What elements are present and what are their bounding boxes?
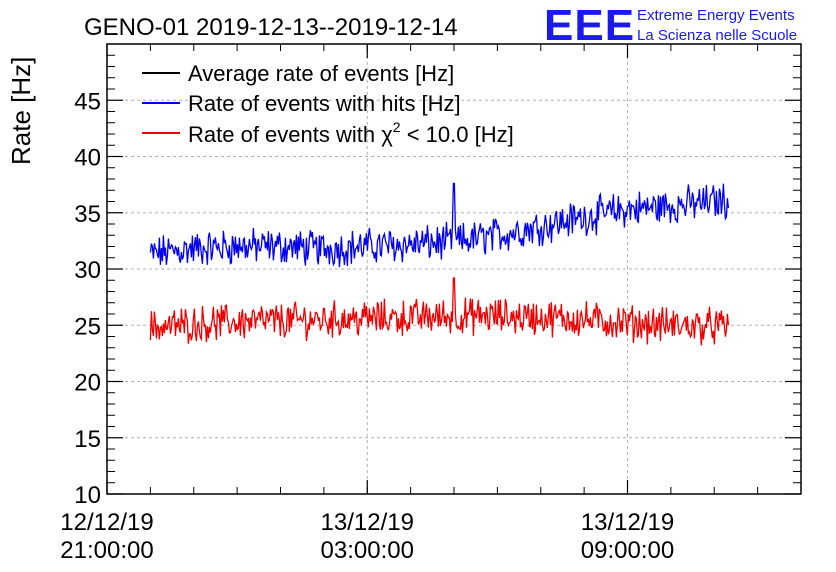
series-line-1 bbox=[149, 182, 730, 268]
x-tick-label-date: 13/12/19 bbox=[581, 509, 674, 536]
x-tick-label-time: 21:00:00 bbox=[60, 537, 153, 564]
logo-line-2: La Scienza nelle Scuole bbox=[637, 27, 797, 44]
series-group bbox=[149, 182, 730, 346]
legend-entry-hits: Rate of events with hits [Hz] bbox=[188, 91, 461, 116]
legend-entry-chi2: Rate of events with χ2 < 10.0 [Hz] bbox=[188, 119, 514, 147]
x-tick-label-time: 03:00:00 bbox=[321, 537, 414, 564]
x-tick-label-time: 09:00:00 bbox=[581, 537, 674, 564]
eee-logo: EEE bbox=[544, 1, 635, 50]
y-tick-label: 45 bbox=[74, 88, 101, 115]
y-tick-label: 20 bbox=[74, 370, 101, 397]
x-tick-label-date: 12/12/19 bbox=[60, 509, 153, 536]
x-tick-labels: 12/12/1921:00:0013/12/1903:00:0013/12/19… bbox=[60, 509, 674, 564]
series-line-2 bbox=[149, 277, 730, 346]
axis-ticks bbox=[106, 44, 802, 495]
logo-line-1: Extreme Energy Events bbox=[637, 7, 795, 24]
y-tick-label: 40 bbox=[74, 145, 101, 172]
chart-title: GENO-01 2019-12-13--2019-12-14 bbox=[84, 14, 458, 41]
x-tick-label-date: 13/12/19 bbox=[321, 509, 414, 536]
y-tick-label: 30 bbox=[74, 257, 101, 284]
y-tick-label: 35 bbox=[74, 201, 101, 228]
legend-entry-average: Average rate of events [Hz] bbox=[188, 61, 454, 86]
y-tick-label: 15 bbox=[74, 426, 101, 453]
legend: Average rate of events [Hz] Rate of even… bbox=[142, 61, 514, 147]
y-tick-labels: 10 15 20 25 30 35 40 45 bbox=[74, 88, 101, 509]
y-tick-label: 10 bbox=[74, 482, 101, 509]
y-tick-label: 25 bbox=[74, 313, 101, 340]
y-axis-label: Rate [Hz] bbox=[6, 57, 36, 165]
